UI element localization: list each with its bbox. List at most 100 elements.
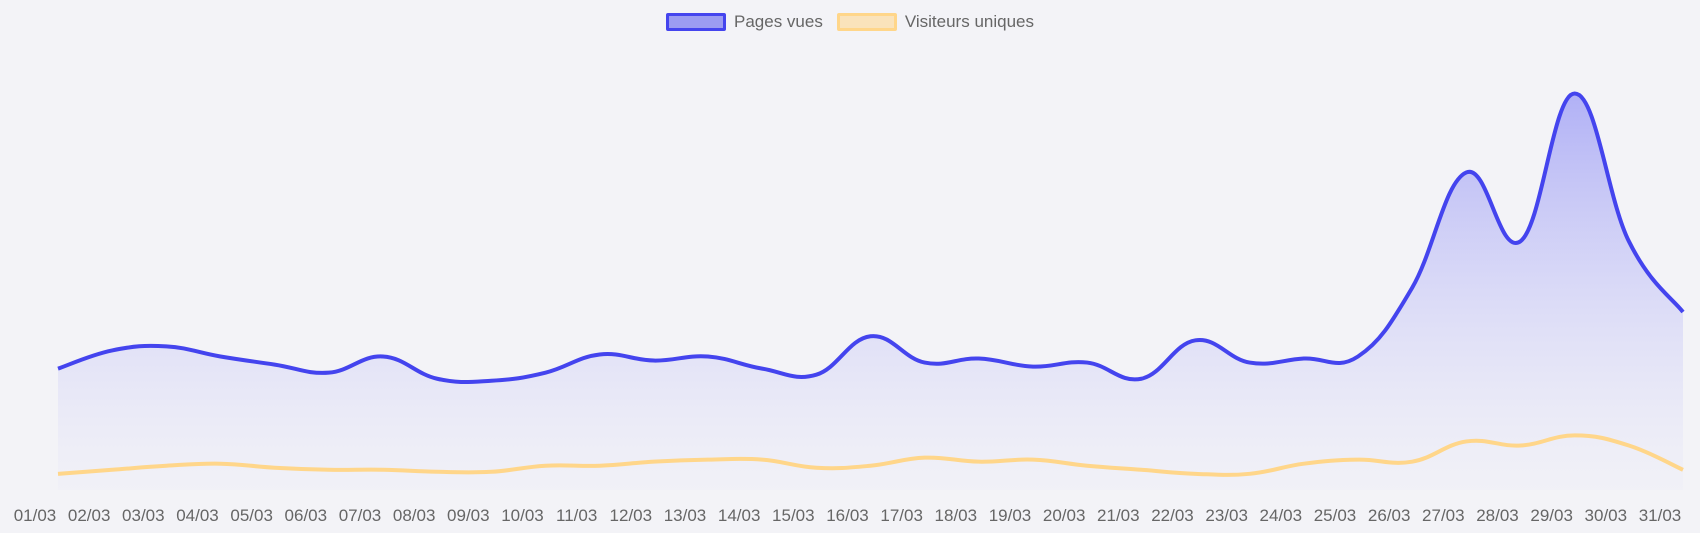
x-tick-label: 15/03 — [772, 506, 815, 525]
legend-swatch-pages-vues — [666, 13, 726, 31]
data-point-pages-vues-0[interactable] — [52, 363, 64, 375]
data-point-pages-vues-22[interactable] — [1244, 357, 1256, 369]
data-point-visiteurs-uniques-28[interactable] — [1569, 429, 1581, 441]
data-point-visiteurs-uniques-6[interactable] — [377, 464, 389, 476]
data-point-pages-vues-28[interactable] — [1569, 88, 1581, 100]
data-point-pages-vues-5[interactable] — [323, 367, 335, 379]
legend-label-visiteurs-uniques: Visiteurs uniques — [904, 12, 1034, 31]
data-point-pages-vues-14[interactable] — [810, 369, 822, 381]
x-tick-label: 14/03 — [718, 506, 761, 525]
data-point-visiteurs-uniques-20[interactable] — [1135, 464, 1147, 476]
x-tick-label: 12/03 — [610, 506, 653, 525]
data-point-visiteurs-uniques-1[interactable] — [106, 464, 118, 476]
data-point-visiteurs-uniques-11[interactable] — [648, 456, 660, 468]
x-tick-label: 09/03 — [447, 506, 490, 525]
data-point-pages-vues-13[interactable] — [756, 363, 768, 375]
legend: Pages vues Visiteurs uniques — [0, 12, 1700, 32]
data-point-visiteurs-uniques-14[interactable] — [810, 462, 822, 474]
data-point-visiteurs-uniques-16[interactable] — [919, 452, 931, 464]
x-tick-label: 20/03 — [1043, 506, 1086, 525]
x-tick-label: 07/03 — [339, 506, 382, 525]
legend-swatch-visiteurs-uniques — [836, 13, 897, 31]
data-point-visiteurs-uniques-21[interactable] — [1190, 468, 1202, 480]
data-point-pages-vues-12[interactable] — [702, 351, 714, 363]
x-tick-label: 27/03 — [1422, 506, 1465, 525]
series-area-pages-vues — [58, 93, 1683, 491]
x-tick-label: 21/03 — [1097, 506, 1140, 525]
data-point-visiteurs-uniques-4[interactable] — [269, 462, 281, 474]
x-tick-label: 24/03 — [1260, 506, 1303, 525]
x-tick-label: 11/03 — [556, 506, 597, 525]
data-point-visiteurs-uniques-5[interactable] — [323, 464, 335, 476]
data-point-pages-vues-29[interactable] — [1623, 235, 1635, 247]
data-point-visiteurs-uniques-23[interactable] — [1298, 458, 1310, 470]
data-point-visiteurs-uniques-8[interactable] — [485, 466, 497, 478]
data-point-pages-vues-1[interactable] — [106, 344, 118, 356]
data-point-pages-vues-16[interactable] — [919, 357, 931, 369]
data-point-pages-vues-4[interactable] — [269, 359, 281, 371]
x-tick-label: 23/03 — [1205, 506, 1248, 525]
data-point-pages-vues-8[interactable] — [485, 375, 497, 387]
x-tick-label: 19/03 — [989, 506, 1032, 525]
data-point-pages-vues-25[interactable] — [1406, 282, 1418, 294]
data-point-pages-vues-18[interactable] — [1027, 361, 1039, 373]
data-point-pages-vues-6[interactable] — [377, 351, 389, 363]
data-point-pages-vues-2[interactable] — [160, 340, 172, 352]
x-tick-label: 29/03 — [1530, 506, 1573, 525]
legend-label-pages-vues: Pages vues — [734, 12, 823, 31]
data-point-pages-vues-11[interactable] — [648, 355, 660, 367]
data-point-visiteurs-uniques-29[interactable] — [1623, 440, 1635, 452]
x-tick-label: 08/03 — [393, 506, 436, 525]
data-point-pages-vues-19[interactable] — [1081, 357, 1093, 369]
data-point-visiteurs-uniques-22[interactable] — [1244, 468, 1256, 480]
series-line-pages-vues — [57, 91, 1685, 385]
legend-item-visiteurs-uniques[interactable]: Visiteurs uniques — [836, 12, 1034, 32]
x-tick-label: 04/03 — [176, 506, 219, 525]
data-point-visiteurs-uniques-10[interactable] — [594, 460, 606, 472]
data-point-visiteurs-uniques-17[interactable] — [973, 456, 985, 468]
data-point-pages-vues-15[interactable] — [865, 330, 877, 342]
series-line-visiteurs-uniques — [57, 433, 1684, 477]
x-tick-label: 26/03 — [1368, 506, 1411, 525]
data-point-pages-vues-24[interactable] — [1352, 351, 1364, 363]
data-point-pages-vues-17[interactable] — [973, 353, 985, 365]
x-tick-label: 06/03 — [285, 506, 328, 525]
data-point-visiteurs-uniques-25[interactable] — [1406, 456, 1418, 468]
data-point-pages-vues-10[interactable] — [594, 348, 606, 360]
legend-item-pages-vues[interactable]: Pages vues — [666, 12, 823, 32]
data-point-pages-vues-9[interactable] — [540, 367, 552, 379]
x-tick-label: 31/03 — [1639, 506, 1682, 525]
data-point-visiteurs-uniques-18[interactable] — [1027, 454, 1039, 466]
data-point-visiteurs-uniques-2[interactable] — [160, 460, 172, 472]
x-tick-label: 13/03 — [664, 506, 707, 525]
data-point-visiteurs-uniques-12[interactable] — [702, 454, 714, 466]
x-tick-label: 30/03 — [1585, 506, 1628, 525]
data-point-visiteurs-uniques-3[interactable] — [215, 458, 227, 470]
data-point-visiteurs-uniques-19[interactable] — [1081, 460, 1093, 472]
data-point-pages-vues-21[interactable] — [1190, 334, 1202, 346]
x-tick-label: 10/03 — [501, 506, 544, 525]
data-point-pages-vues-3[interactable] — [215, 351, 227, 363]
data-point-pages-vues-7[interactable] — [431, 373, 443, 385]
data-point-pages-vues-27[interactable] — [1515, 235, 1527, 247]
x-tick-label: 25/03 — [1314, 506, 1357, 525]
data-point-visiteurs-uniques-0[interactable] — [52, 468, 64, 480]
data-point-visiteurs-uniques-24[interactable] — [1352, 454, 1364, 466]
data-point-visiteurs-uniques-26[interactable] — [1460, 435, 1472, 447]
data-point-visiteurs-uniques-7[interactable] — [431, 466, 443, 478]
data-point-visiteurs-uniques-15[interactable] — [865, 460, 877, 472]
data-point-pages-vues-30[interactable] — [1677, 306, 1689, 318]
data-point-visiteurs-uniques-13[interactable] — [756, 454, 768, 466]
x-tick-label: 16/03 — [826, 506, 869, 525]
data-point-pages-vues-20[interactable] — [1135, 373, 1147, 385]
x-tick-label: 28/03 — [1476, 506, 1519, 525]
x-tick-label: 18/03 — [935, 506, 978, 525]
data-point-pages-vues-26[interactable] — [1460, 166, 1472, 178]
data-point-pages-vues-23[interactable] — [1298, 353, 1310, 365]
x-tick-label: 22/03 — [1151, 506, 1194, 525]
data-point-visiteurs-uniques-9[interactable] — [540, 460, 552, 472]
data-point-visiteurs-uniques-30[interactable] — [1677, 464, 1689, 476]
data-point-visiteurs-uniques-27[interactable] — [1515, 440, 1527, 452]
